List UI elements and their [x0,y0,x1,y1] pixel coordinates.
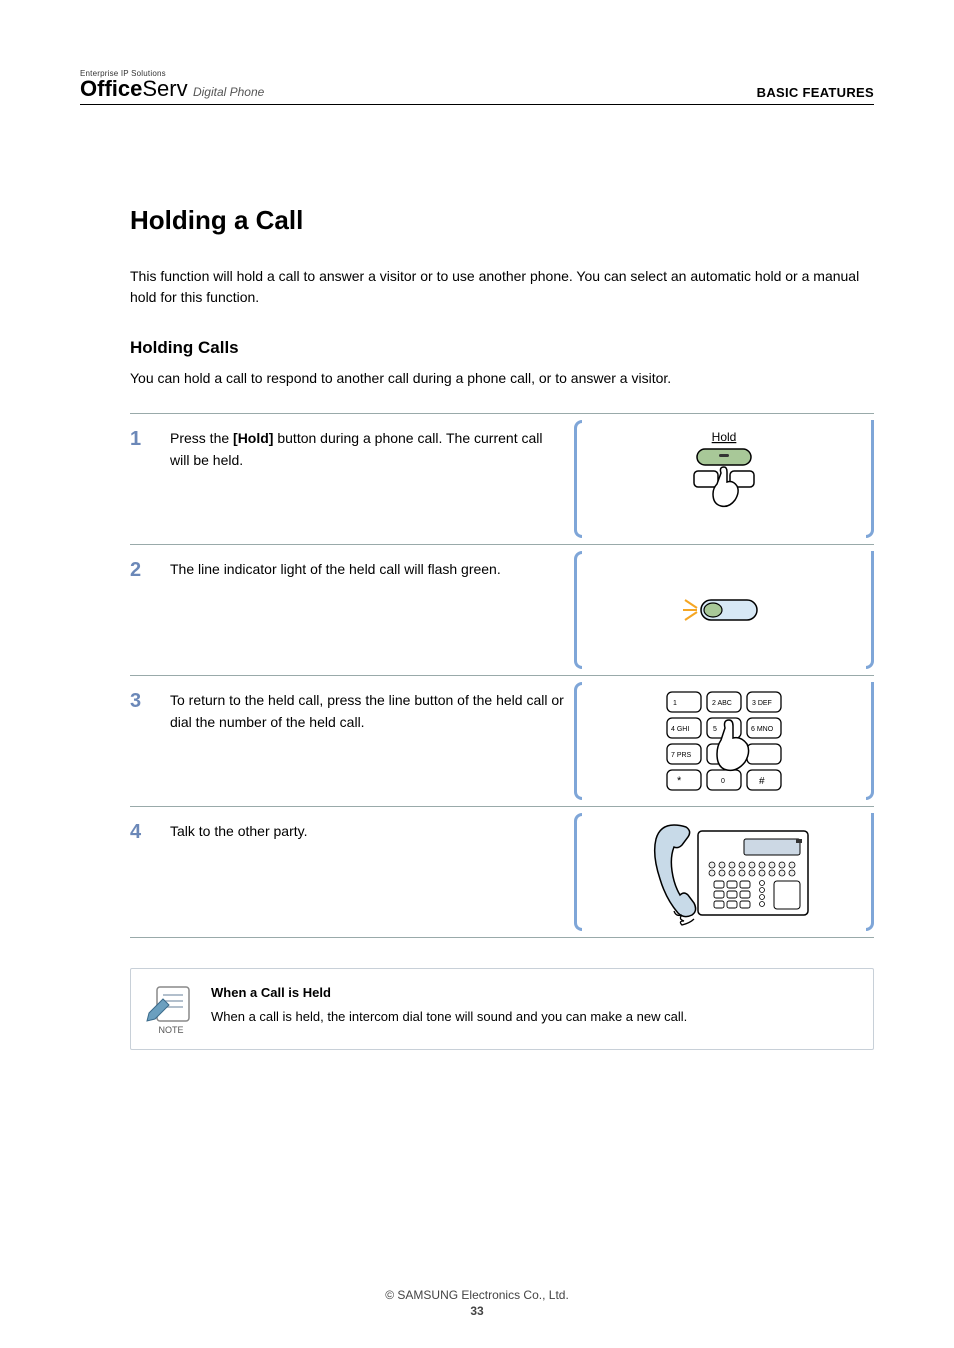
step-row: 4 Talk to the other party. [130,806,874,938]
svg-text:1: 1 [673,700,677,707]
svg-text:Hold: Hold [712,430,737,444]
step-text: Press the [Hold] button during a phone c… [170,414,574,544]
copyright: © SAMSUNG Electronics Co., Ltd. [0,1288,954,1302]
step-text: Talk to the other party. [170,807,574,937]
subheading: Holding Calls [130,338,874,358]
step-number: 1 [130,414,170,544]
svg-text:7 PRS: 7 PRS [671,752,692,759]
page-header: Enterprise IP Solutions OfficeServ Digit… [80,70,874,105]
subintro-text: You can hold a call to respond to anothe… [130,368,874,389]
note-box: NOTE When a Call is Held When a call is … [130,968,874,1050]
svg-text:3 DEF: 3 DEF [752,700,772,707]
note-content: When a Call is Held When a call is held,… [211,983,687,1026]
step-illustration: Hold [574,414,874,544]
svg-text:*: * [677,775,682,787]
note-title: When a Call is Held [211,983,687,1003]
svg-text:4 GHI: 4 GHI [671,726,689,733]
line-indicator-icon [679,590,769,630]
step-text: To return to the held call, press the li… [170,676,574,806]
step-number: 2 [130,545,170,675]
hold-button-icon: Hold [679,429,769,529]
step-illustration [574,807,874,937]
step-row: 1 Press the [Hold] button during a phone… [130,413,874,544]
step-text: The line indicator light of the held cal… [170,545,574,675]
svg-text:NOTE: NOTE [158,1025,183,1035]
note-icon: NOTE [145,983,197,1035]
svg-text:6 MNO: 6 MNO [751,726,774,733]
step-number: 4 [130,807,170,937]
page-number: 33 [0,1304,954,1318]
keypad-icon: 1 2 ABC 3 DEF 4 GHI 5 6 MNO 7 PRS * 0 # [659,686,789,796]
svg-text:2 ABC: 2 ABC [712,700,732,707]
note-body: When a call is held, the intercom dial t… [211,1007,687,1027]
steps-table: 1 Press the [Hold] button during a phone… [130,413,874,938]
svg-text:5: 5 [713,726,717,733]
svg-text:0: 0 [721,778,725,785]
intro-text: This function will hold a call to answer… [130,266,874,308]
step-number: 3 [130,676,170,806]
section-label: BASIC FEATURES [757,85,874,100]
step-row: 2 The line indicator light of the held c… [130,544,874,675]
page-footer: © SAMSUNG Electronics Co., Ltd. 33 [0,1288,954,1318]
step-illustration [574,545,874,675]
logo: Enterprise IP Solutions OfficeServ Digit… [80,70,264,100]
step-row: 3 To return to the held call, press the … [130,675,874,806]
page-title: Holding a Call [130,205,874,236]
svg-text:#: # [759,776,765,787]
phone-icon [634,817,814,927]
logo-main: OfficeServ Digital Phone [80,76,264,101]
step-illustration: 1 2 ABC 3 DEF 4 GHI 5 6 MNO 7 PRS * 0 # [574,676,874,806]
